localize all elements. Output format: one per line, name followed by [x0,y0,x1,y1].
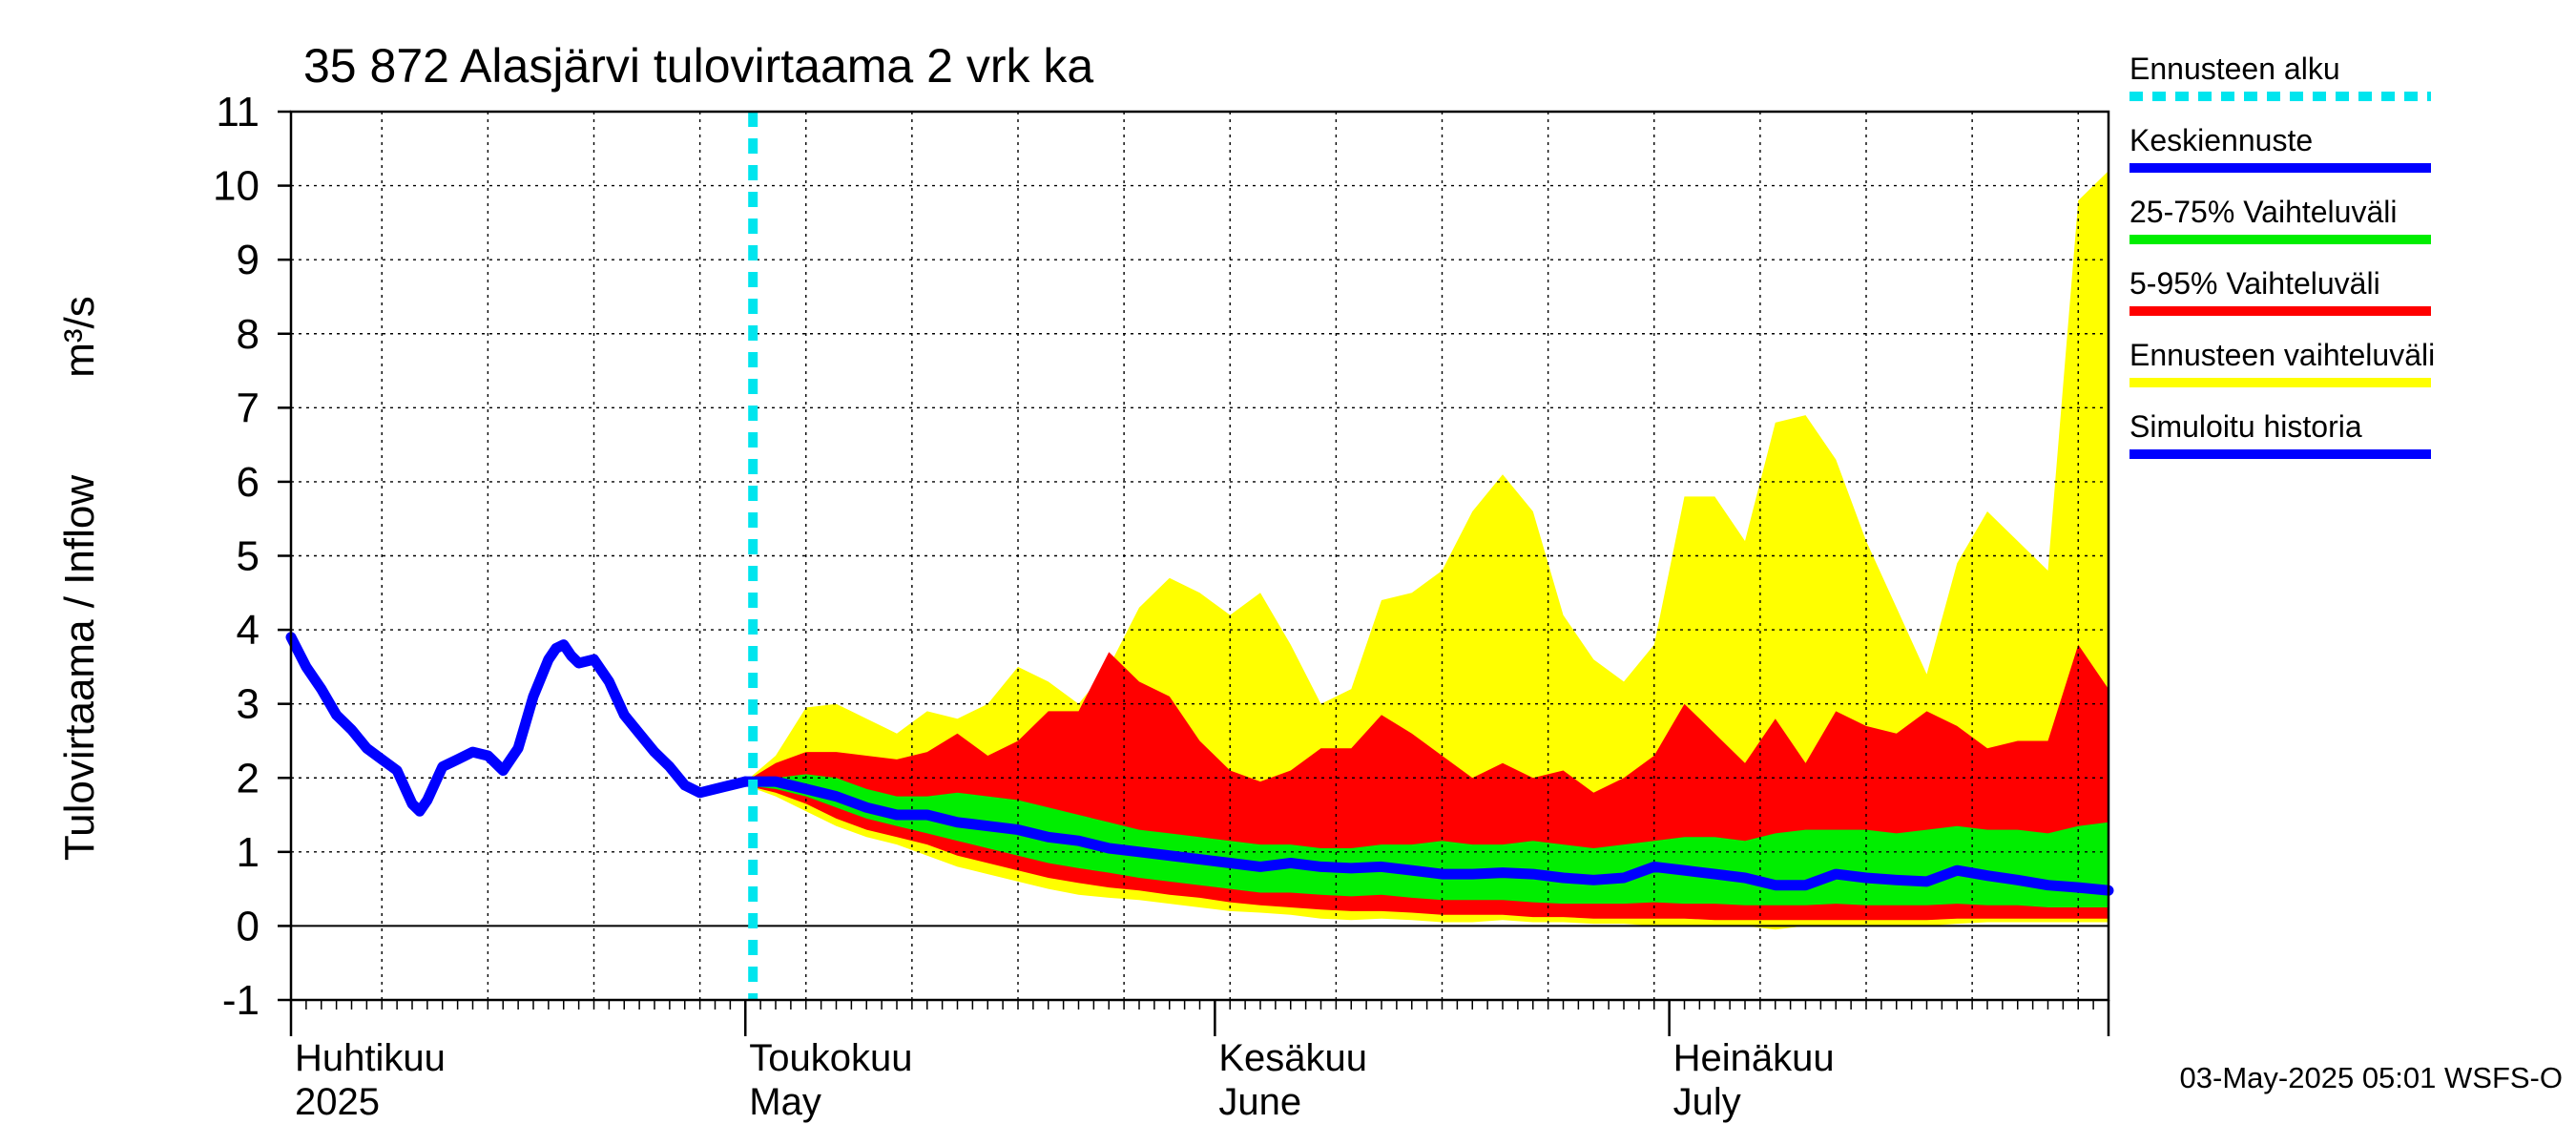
legend-label-5: Simuloitu historia [2129,409,2362,444]
y-axis-label: Tulovirtaama / Inflow [56,475,103,862]
legend: Ennusteen alku Keskiennuste 25-75% Vaihtel… [2129,52,2435,459]
forecast-bands [745,171,2109,930]
month-label-fi-0: Huhtikuu [295,1037,446,1079]
legend-label-4: Ennusteen vaihteluväli [2129,338,2435,372]
y-tick-label-1: 0 [237,903,260,949]
month-label-en-3: July [1673,1081,1741,1123]
y-tick-label-11: 10 [213,163,260,210]
y-tick-label-6: 5 [237,533,260,580]
axes [289,110,2110,1036]
legend-label-0: Ennusteen alku [2129,52,2340,86]
month-label-fi-3: Heinäkuu [1673,1037,1835,1079]
data-lines [285,112,2114,1000]
y-tick-label-7: 6 [237,459,260,506]
month-label-fi-1: Toukokuu [749,1037,912,1079]
month-label-en-1: May [749,1081,821,1123]
y-tick-label-0: -1 [222,977,260,1024]
series-line-0 [285,632,751,817]
y-tick-label-10: 9 [237,237,260,283]
band-2 [745,774,2109,907]
month-label-en-0: 2025 [295,1081,380,1123]
y-axis-ticks: -1 0 1 2 3 4 5 6 7 8 9 10 11 [213,89,291,1024]
legend-label-3: 5-95% Vaihteluväli [2129,266,2380,301]
month-label-en-2: June [1218,1081,1301,1123]
legend-label-2: 25-75% Vaihteluväli [2129,195,2397,229]
grid-lines [291,112,2109,1000]
footer-timestamp: 03-May-2025 05:01 WSFS-O [2180,1061,2563,1094]
y-tick-label-2: 1 [237,829,260,876]
chart-title: 35 872 Alasjärvi tulovirtaama 2 vrk ka [303,39,1093,93]
y-tick-label-5: 4 [237,607,260,654]
y-tick-label-12: 11 [216,89,260,135]
y-tick-label-3: 2 [237,755,260,802]
legend-label-1: Keskiennuste [2129,123,2313,157]
y-tick-label-8: 7 [237,385,260,431]
series-line-1 [739,776,2114,896]
y-axis-unit: m³/s [56,296,103,378]
y-tick-label-9: 8 [237,311,260,358]
y-tick-label-4: 3 [237,681,260,728]
month-label-fi-2: Kesäkuu [1218,1037,1367,1079]
